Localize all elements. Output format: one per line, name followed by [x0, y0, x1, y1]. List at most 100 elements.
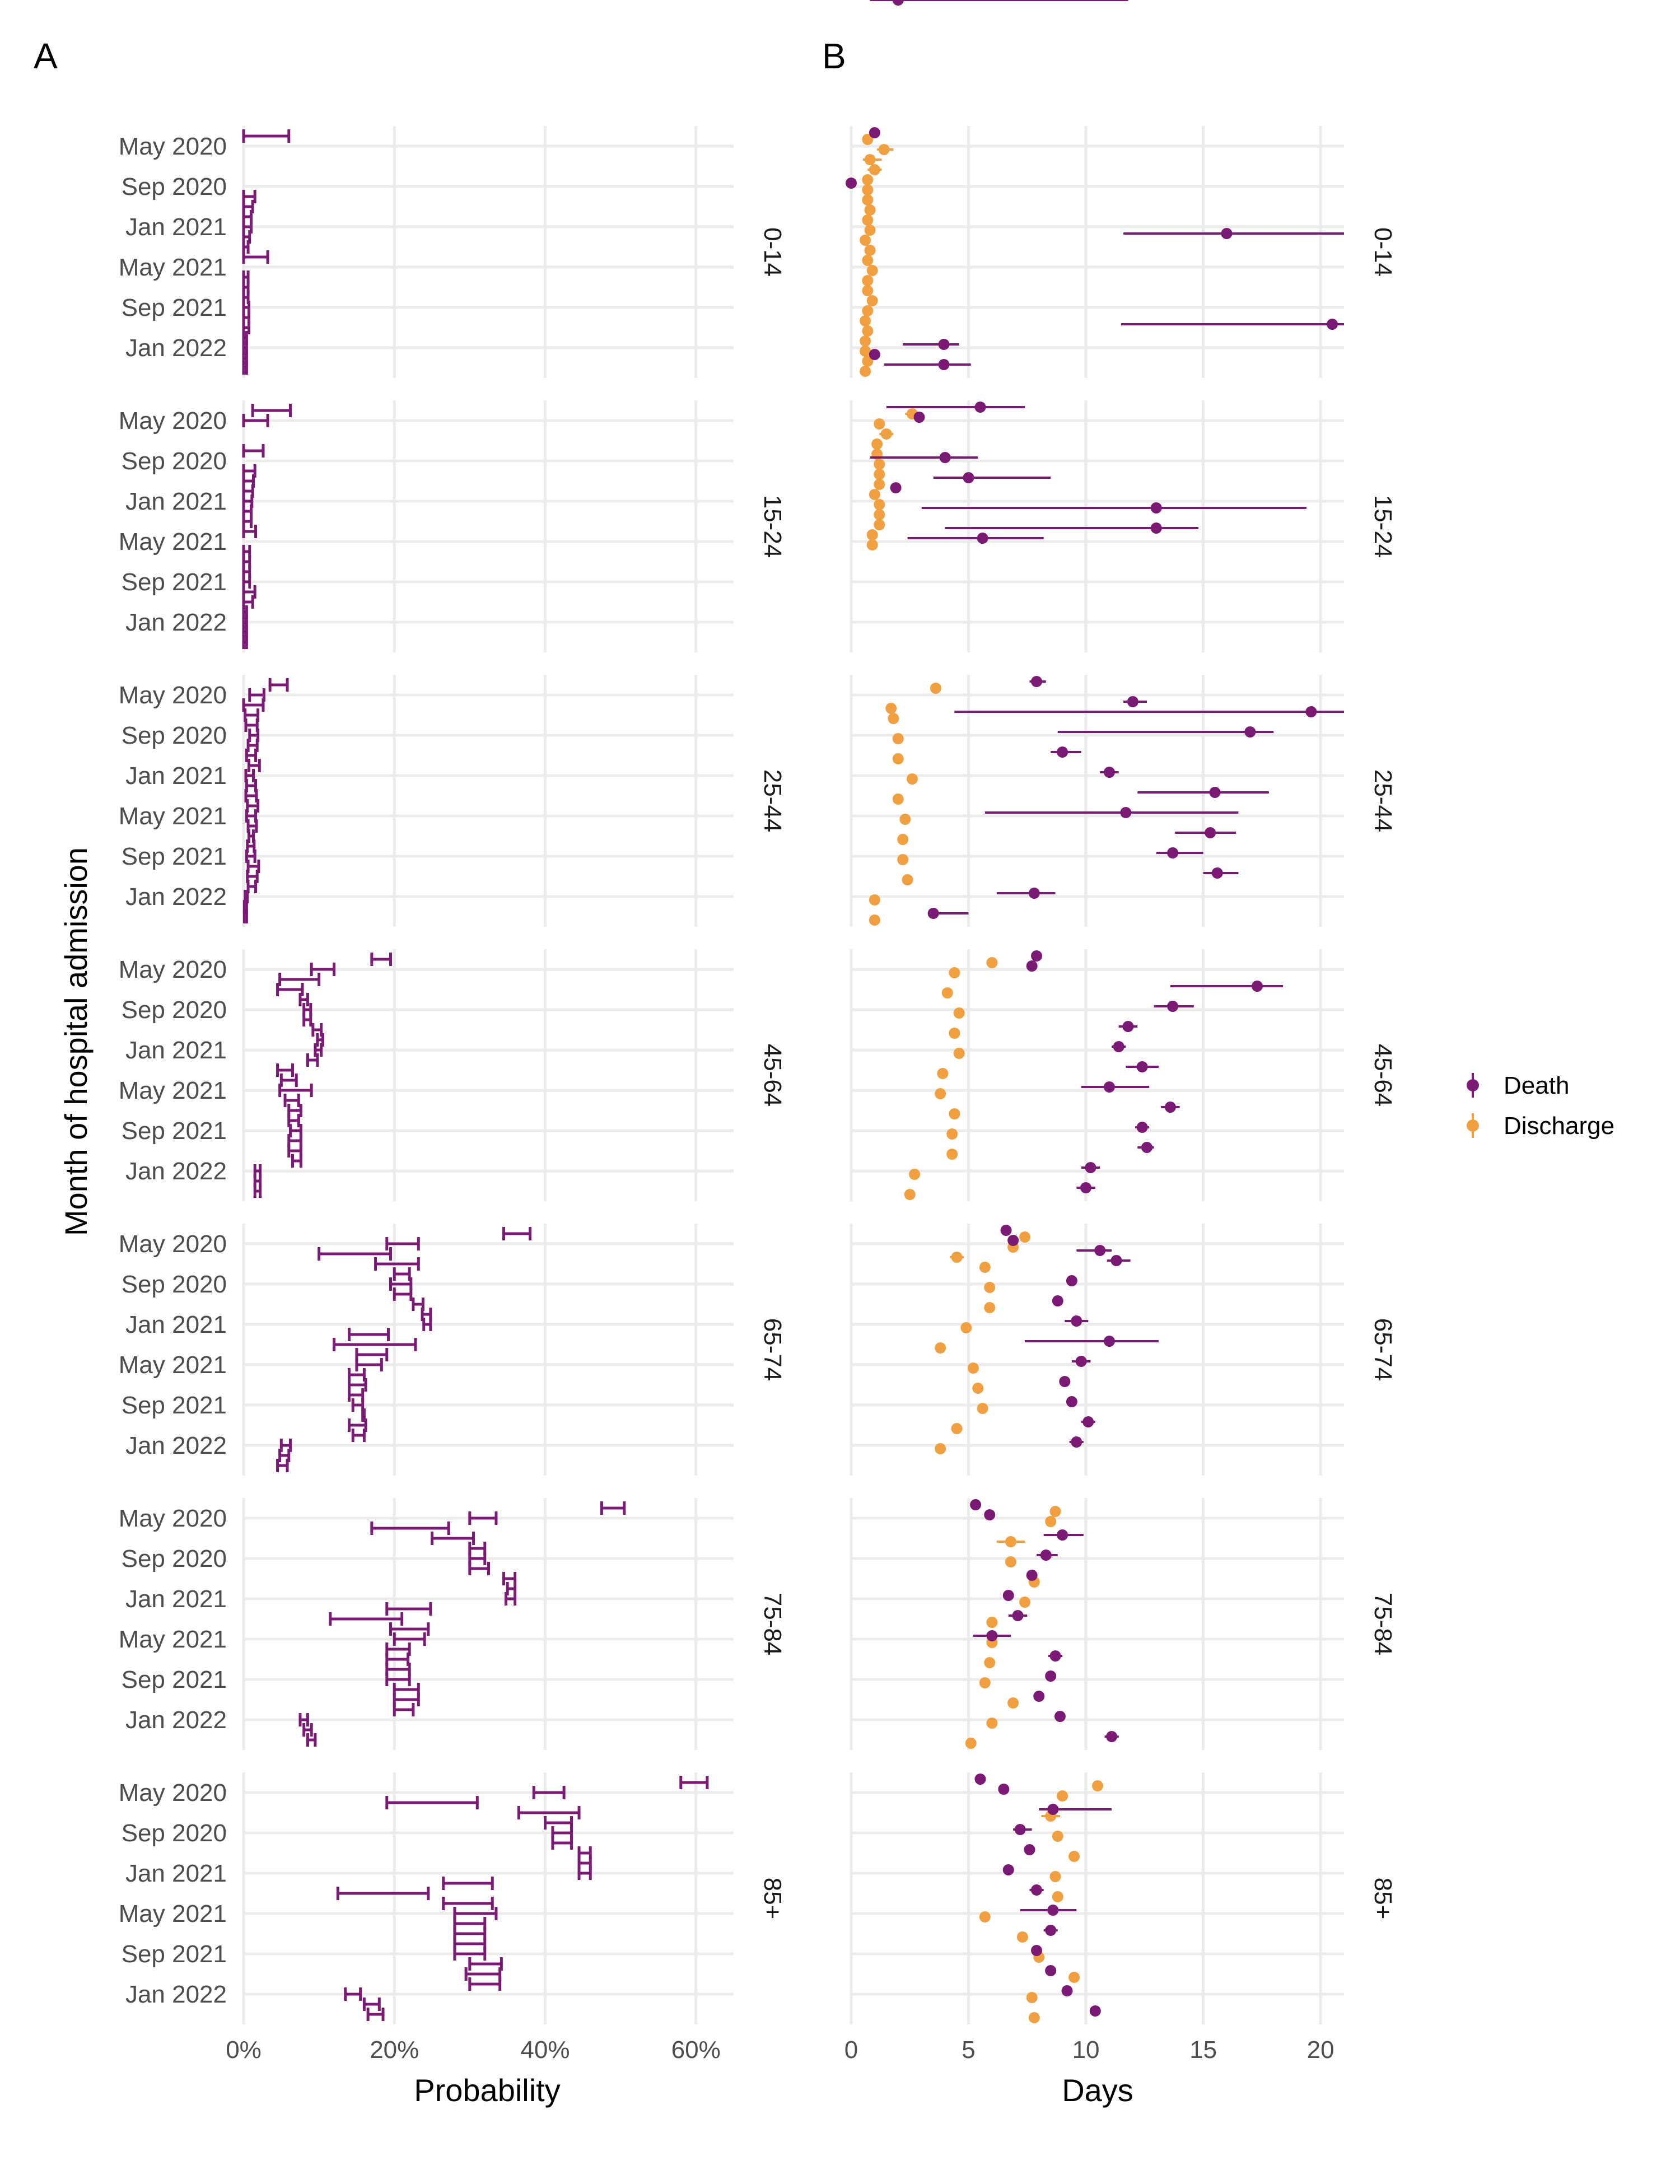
discharge-point [1052, 1831, 1063, 1842]
discharge-point [885, 703, 897, 714]
discharge-point [888, 713, 899, 724]
discharge-point [862, 255, 874, 266]
discharge-point [979, 1911, 991, 1922]
y-tick-label: May 2021 [119, 1077, 227, 1104]
y-tick-label: Jan 2022 [125, 1158, 227, 1185]
discharge-point [1026, 1992, 1038, 2003]
discharge-point [874, 519, 885, 530]
y-tick-label: Jan 2022 [125, 1432, 227, 1459]
death-point [1045, 1670, 1057, 1682]
y-tick-label: Sep 2021 [122, 843, 227, 870]
death-point [1014, 1824, 1026, 1835]
discharge-point [935, 1342, 946, 1354]
y-tick-label: Jan 2022 [125, 334, 227, 362]
facet-strip-label-a: 45-64 [759, 1044, 786, 1107]
discharge-point [864, 154, 876, 165]
discharge-point [866, 529, 878, 540]
y-tick-label: Jan 2021 [125, 488, 227, 515]
x-tick-label-b: 0 [844, 2036, 858, 2064]
death-point [869, 127, 880, 138]
y-tick-label: Sep 2021 [122, 568, 227, 596]
death-point [1136, 1122, 1148, 1133]
death-point [1071, 1315, 1082, 1327]
facet-strip-label-b: 65-74 [1369, 1318, 1397, 1382]
facet-strip-label-b: 45-64 [1369, 1044, 1397, 1107]
discharge-point [1052, 1891, 1063, 1902]
death-point [938, 339, 950, 350]
discharge-point [1019, 1597, 1031, 1608]
facet-strip-label-a: 85+ [759, 1878, 786, 1920]
facet-strip-label-a: 0-14 [759, 227, 786, 277]
y-tick-label: May 2021 [119, 528, 227, 556]
y-tick-label: Jan 2021 [125, 1037, 227, 1064]
y-tick-label: May 2021 [119, 1626, 227, 1653]
death-point [1305, 706, 1317, 717]
discharge-point [871, 438, 883, 450]
death-point [1127, 696, 1138, 707]
death-point [1103, 767, 1115, 778]
y-tick-label: May 2020 [119, 1779, 227, 1807]
y-tick-label: Jan 2022 [125, 609, 227, 636]
panel-tag-b: B [822, 36, 846, 76]
discharge-point [967, 1362, 979, 1374]
death-point [1167, 847, 1179, 858]
facet-strip-label-a: 25-44 [759, 769, 786, 833]
death-point [1026, 960, 1038, 972]
y-tick-label: Sep 2021 [122, 294, 227, 321]
legend-key-point [1467, 1079, 1479, 1091]
discharge-point [953, 1007, 965, 1019]
death-point [1031, 950, 1043, 962]
discharge-point [892, 794, 904, 805]
y-tick-label: May 2020 [119, 1505, 227, 1532]
death-point [1028, 888, 1040, 899]
death-point [986, 1630, 998, 1641]
discharge-point [1049, 1871, 1061, 1882]
y-tick-label: Sep 2021 [122, 1117, 227, 1145]
discharge-point [972, 1383, 984, 1394]
y-tick-label: Jan 2021 [125, 1311, 227, 1338]
death-point [1141, 1142, 1152, 1153]
discharge-point [960, 1322, 972, 1333]
discharge-point [862, 305, 874, 316]
panels: May 2020 Sep 2020 Jan 2021 May 2021 Sep 2021… [119, 0, 1397, 2064]
death-point [1089, 2005, 1101, 2017]
discharge-point [880, 428, 892, 440]
death-point [1164, 1102, 1176, 1113]
discharge-point [902, 874, 913, 885]
death-point [1094, 1245, 1106, 1256]
death-point [1031, 676, 1043, 687]
death-point [1167, 1001, 1179, 1012]
discharge-point [935, 1088, 946, 1099]
discharge-point [860, 366, 871, 377]
death-point [939, 452, 951, 463]
death-point [1085, 1162, 1096, 1173]
discharge-point [937, 1068, 949, 1079]
x-axis-title-b: Days [1062, 2073, 1133, 2108]
legend: Death Discharge [1467, 1072, 1614, 1140]
discharge-point [984, 1282, 996, 1293]
discharge-point [874, 469, 885, 480]
death-point [1045, 1965, 1057, 1976]
discharge-point [1019, 1231, 1031, 1243]
death-point [974, 1774, 986, 1785]
discharge-point [951, 1252, 963, 1263]
death-point [1082, 1416, 1094, 1427]
death-point [892, 0, 904, 6]
death-point [1075, 1356, 1087, 1367]
death-point [1066, 1275, 1077, 1286]
discharge-point [984, 1302, 996, 1313]
death-point [1057, 1529, 1068, 1541]
discharge-point [906, 773, 918, 785]
discharge-point [860, 346, 871, 357]
discharge-point [949, 1028, 960, 1039]
discharge-point [862, 134, 874, 145]
death-point [970, 1499, 982, 1510]
discharge-point [892, 733, 904, 744]
death-point [1024, 1844, 1035, 1855]
discharge-point [874, 479, 885, 490]
discharge-point [909, 1169, 921, 1180]
death-point [1031, 1884, 1043, 1896]
discharge-point [904, 1189, 916, 1200]
y-tick-label: Sep 2021 [122, 1666, 227, 1693]
death-point [1327, 319, 1338, 330]
